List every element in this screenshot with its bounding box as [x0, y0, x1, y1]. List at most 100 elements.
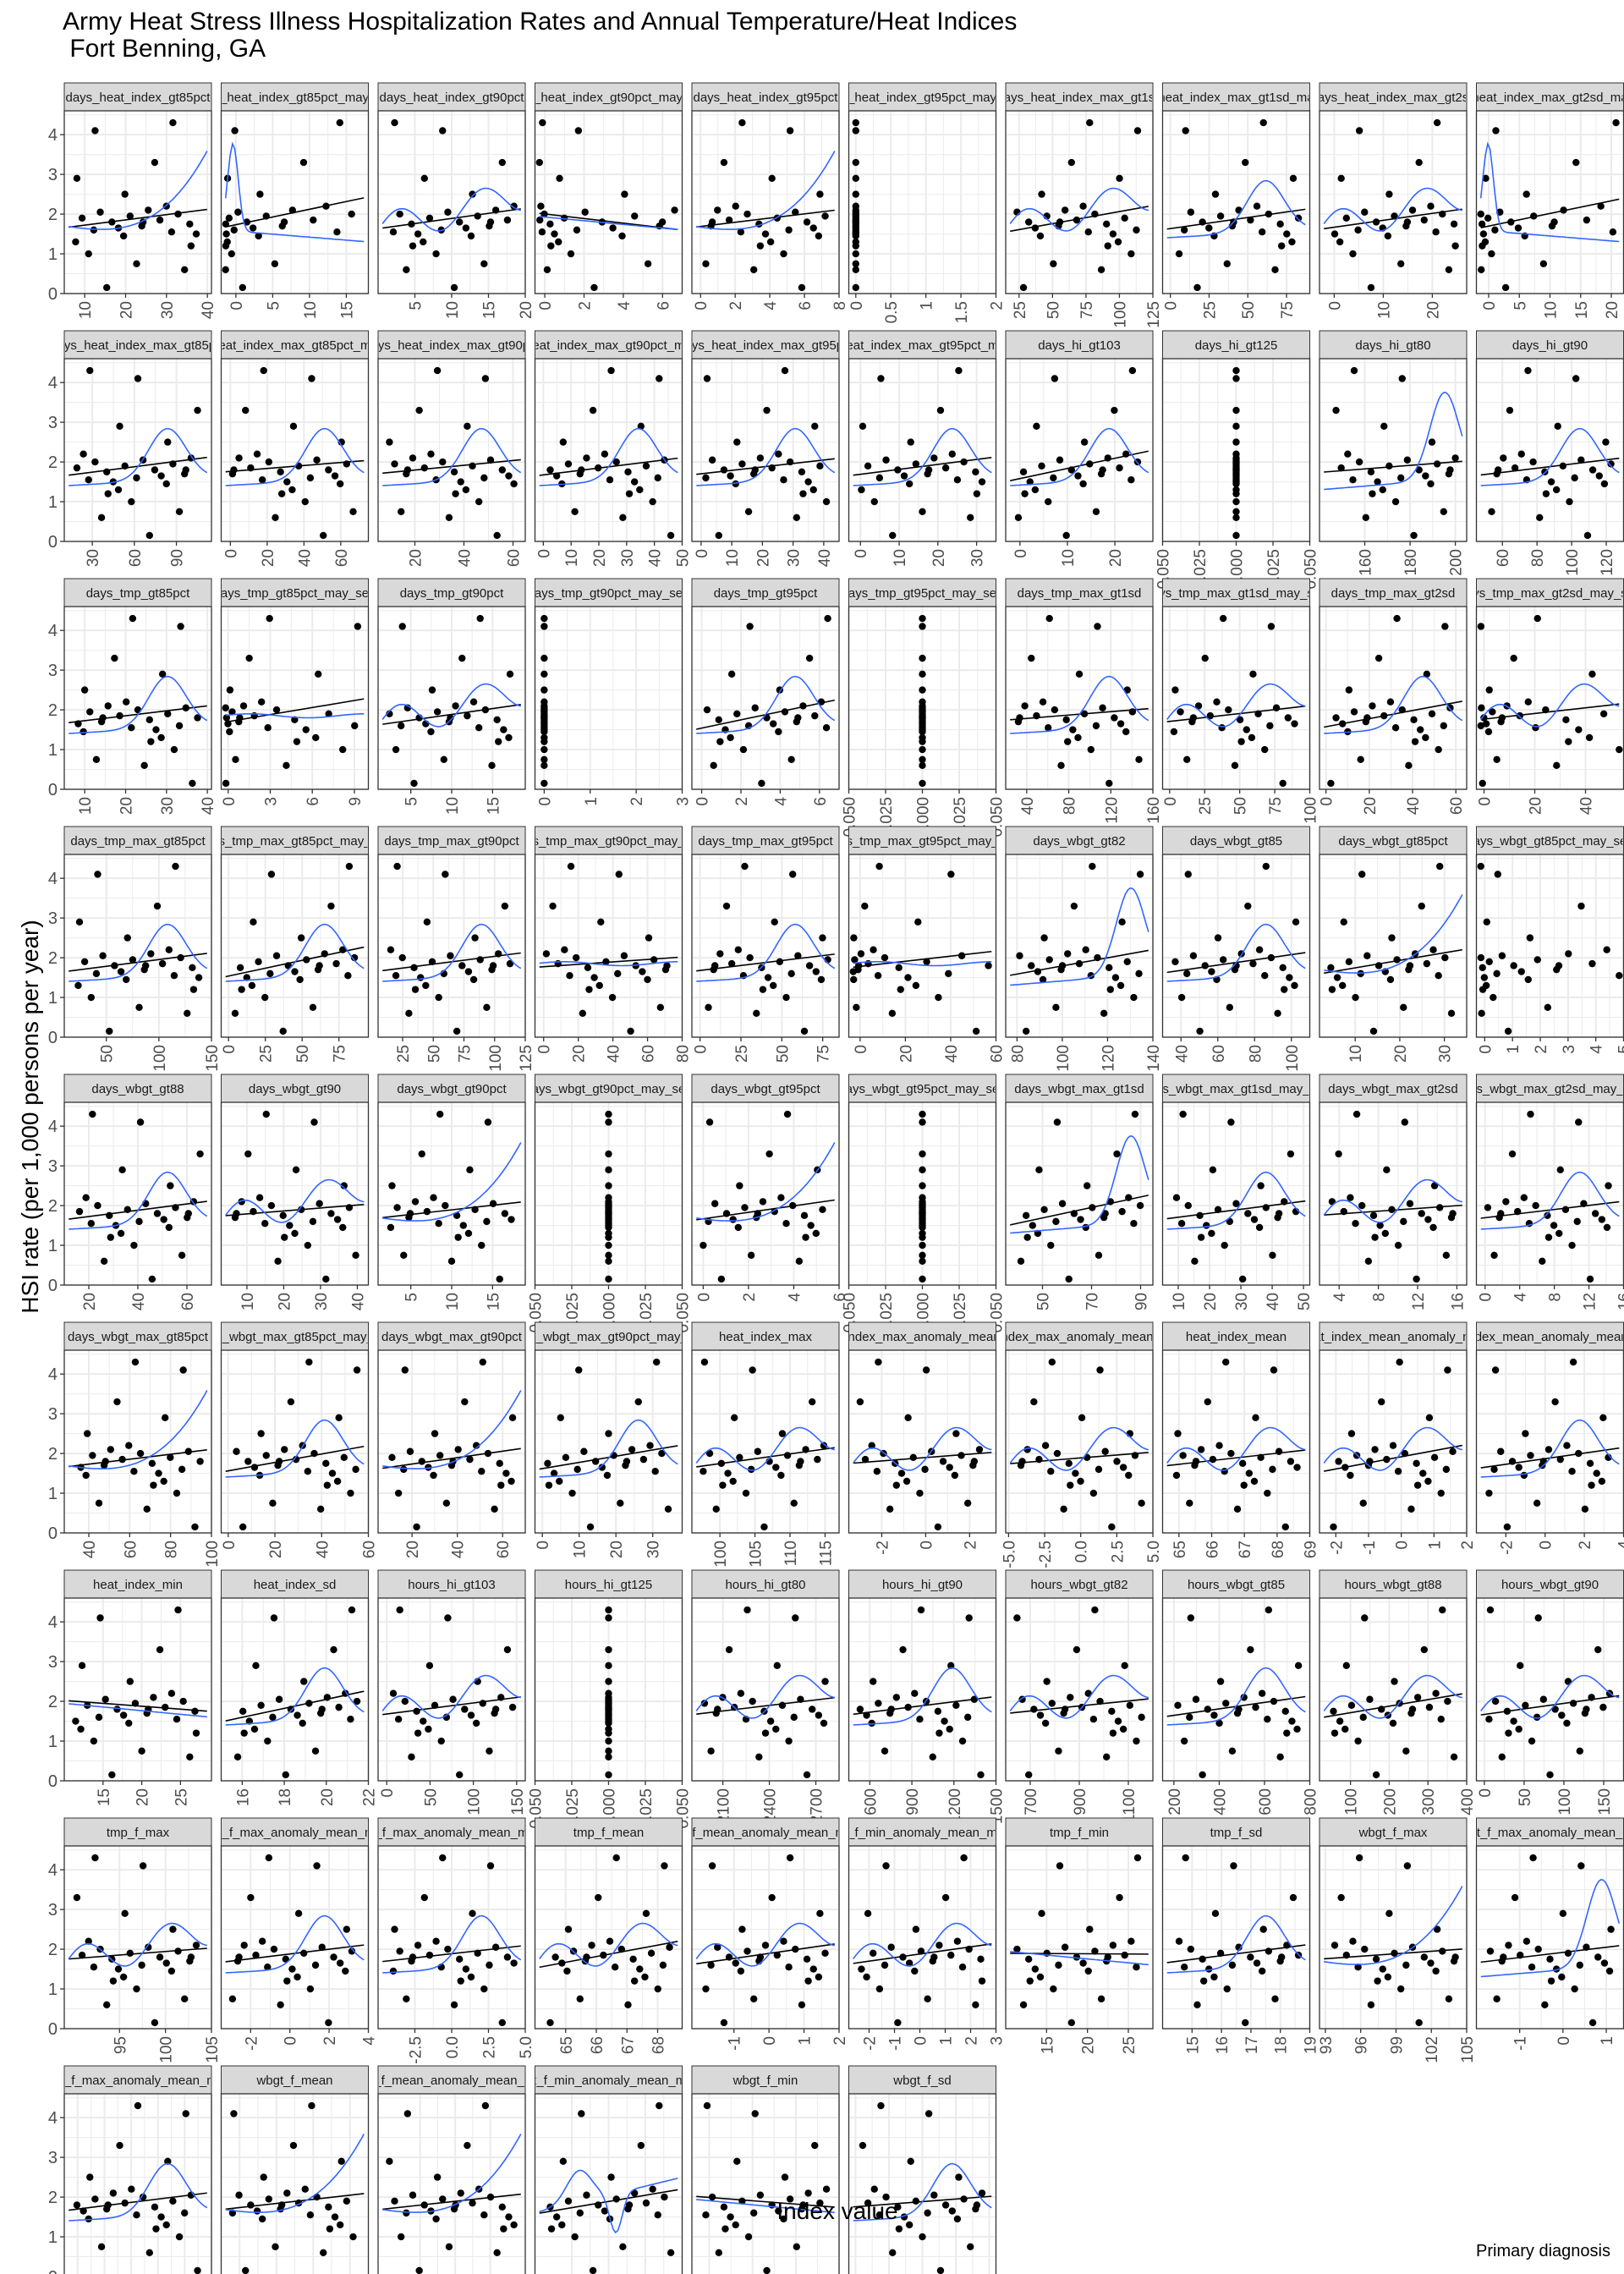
data-point	[803, 218, 811, 226]
x-tick-label: 3	[1561, 1045, 1578, 1054]
data-point	[1266, 722, 1274, 730]
x-tick-label: 800	[1303, 1788, 1320, 1815]
data-point	[394, 1716, 403, 1723]
x-tick-label: 5	[1512, 301, 1529, 310]
data-point	[1116, 720, 1125, 728]
panel-border	[1161, 1101, 1311, 1286]
facet-panel: heat_index_max_anomaly_mean_max-2 0 2	[848, 1321, 997, 1555]
smooth-fit-line	[1010, 427, 1149, 486]
x-tick-label: 30	[159, 301, 177, 319]
x-tick-label: 0	[1163, 301, 1181, 310]
data-point	[116, 422, 123, 431]
smooth-fit-line	[1009, 187, 1149, 232]
data-point	[1079, 480, 1087, 488]
data-point	[428, 686, 436, 694]
data-point	[102, 1458, 109, 1465]
data-point	[431, 1430, 439, 1437]
data-point	[551, 1953, 559, 1961]
data-point	[134, 375, 142, 382]
data-point	[859, 422, 867, 431]
data-point	[398, 953, 406, 962]
x-tick-label: 20	[276, 1293, 294, 1310]
data-point	[1095, 1251, 1103, 1259]
x-tick-label: 2400	[762, 1788, 780, 1824]
x-tick-label: 40	[81, 1541, 99, 1558]
data-point	[637, 422, 645, 431]
data-point	[345, 862, 354, 871]
data-point	[388, 1453, 396, 1461]
data-point	[1079, 1959, 1087, 1967]
data-point	[173, 1716, 181, 1723]
data-point	[353, 1697, 361, 1706]
data-point	[1511, 464, 1519, 472]
data-point	[145, 531, 154, 540]
panel-border	[534, 358, 683, 542]
data-point	[300, 1678, 308, 1685]
x-tick-label: 90	[1133, 1293, 1151, 1310]
x-tick-label: 40	[816, 549, 834, 567]
data-point	[1177, 708, 1184, 716]
facet-panel: tmp_f_min_anomaly_mean_mean-2 -1 0 1 2 3	[848, 1817, 1007, 2051]
data-point	[182, 466, 189, 474]
x-tick-label: 900	[904, 1788, 922, 1815]
data-point	[170, 745, 178, 754]
data-point	[1358, 1201, 1366, 1210]
facet-strip-label: days_wbgt_gt90pct	[397, 1082, 507, 1096]
data-point	[778, 1701, 787, 1709]
data-point	[957, 952, 966, 959]
smooth-fit-line	[69, 427, 208, 486]
panel-border	[377, 1597, 526, 1782]
x-tick-label: 5	[265, 301, 283, 310]
facet-strip	[1162, 330, 1310, 360]
x-tick-label: 16	[1616, 1293, 1624, 1310]
data-point	[95, 1713, 103, 1722]
data-point	[1478, 220, 1486, 228]
data-point	[777, 1471, 785, 1480]
data-point	[636, 486, 644, 494]
data-point	[99, 714, 107, 722]
data-point	[1444, 1366, 1451, 1374]
data-point	[85, 250, 92, 258]
data-point	[266, 969, 274, 978]
data-point	[614, 969, 622, 978]
data-point	[852, 266, 859, 274]
data-point	[851, 956, 859, 964]
data-point	[1021, 490, 1029, 497]
data-point	[605, 1645, 612, 1654]
data-point	[1524, 698, 1532, 706]
data-point	[1501, 283, 1510, 292]
data-point	[1506, 406, 1514, 415]
data-point	[919, 738, 926, 745]
x-tick-label: 10	[572, 1541, 590, 1558]
facet-strip	[1476, 826, 1624, 855]
data-point	[235, 1953, 243, 1961]
data-point	[636, 1965, 644, 1973]
data-point	[1077, 1216, 1084, 1223]
data-point	[741, 1204, 749, 1211]
x-tick-label: 100	[1564, 549, 1582, 576]
data-point	[450, 468, 458, 476]
x-tick-label: -1	[887, 2036, 905, 2051]
data-point	[1413, 1275, 1420, 1283]
facet-strip-label: days_heat_index_gt90pct	[380, 91, 525, 105]
data-point	[540, 726, 548, 733]
panel-background	[1006, 359, 1153, 541]
data-point	[809, 224, 817, 232]
data-point	[1019, 468, 1028, 476]
data-point	[936, 406, 945, 415]
data-point	[133, 474, 140, 482]
linear-fit-line	[69, 1947, 207, 1960]
smooth-fit-line	[1480, 1674, 1620, 1719]
data-point	[1109, 1942, 1117, 1949]
data-point	[1369, 1211, 1378, 1220]
data-point	[145, 206, 152, 214]
data-point	[498, 158, 507, 167]
facet-strip-label: wbgt_f_mean	[255, 2074, 332, 2088]
y-tick-label: 4	[48, 870, 58, 888]
data-point	[1238, 1275, 1247, 1283]
data-point	[503, 1645, 512, 1654]
x-tick-label: 0	[537, 301, 555, 310]
